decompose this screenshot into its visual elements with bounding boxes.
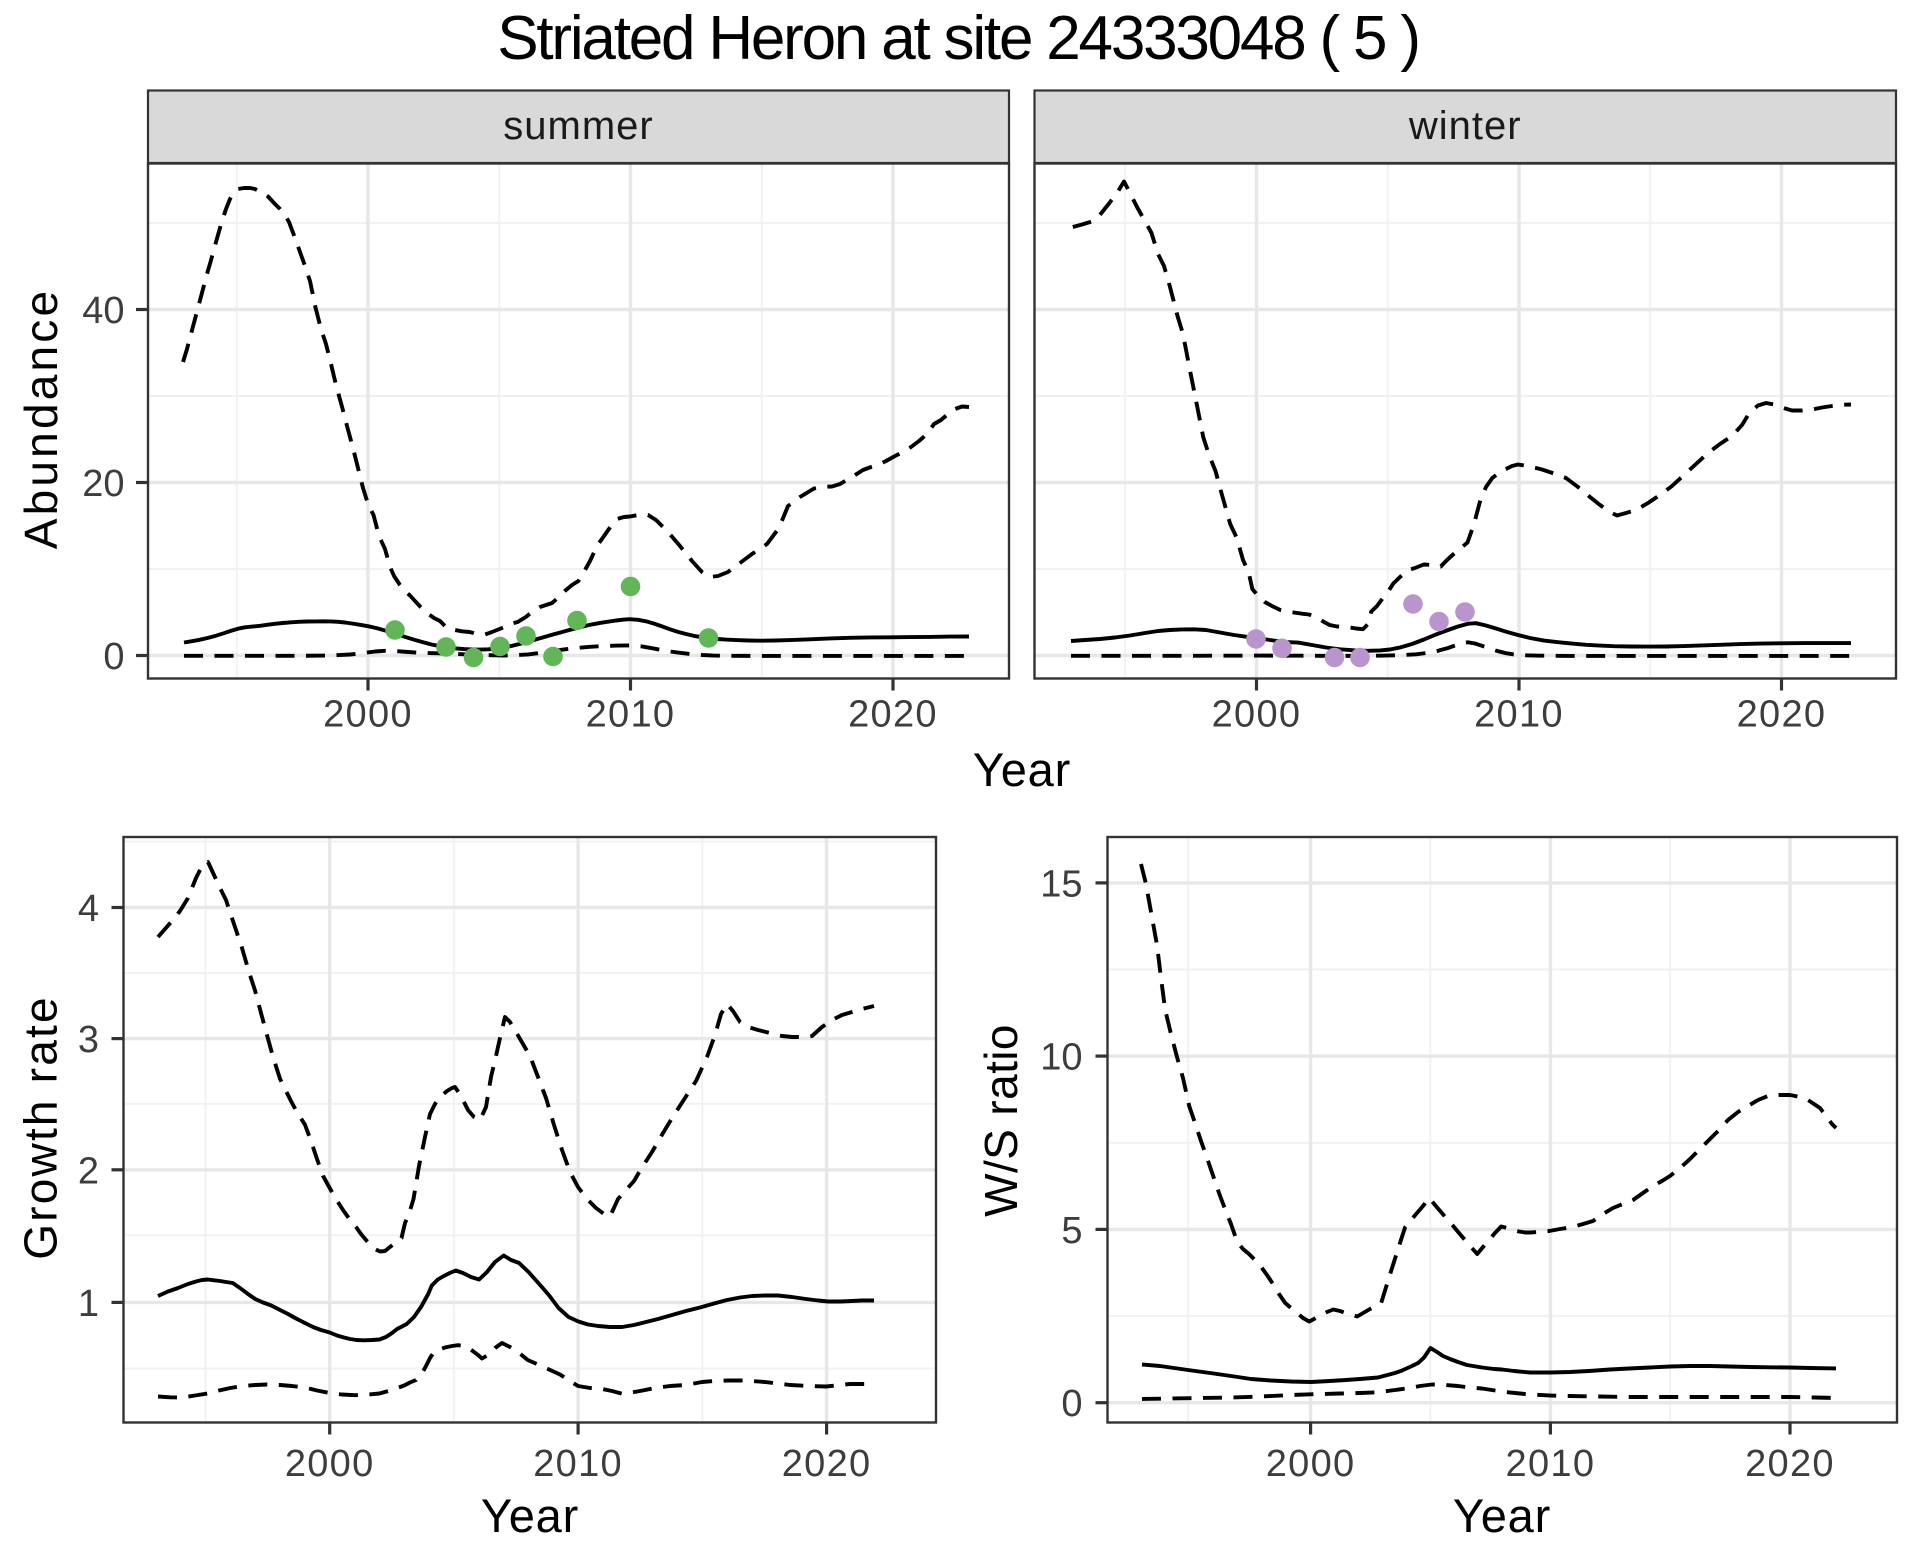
svg-text:winter: winter <box>1408 104 1522 148</box>
svg-text:3: 3 <box>78 1019 99 1061</box>
svg-text:2010: 2010 <box>533 1443 623 1485</box>
svg-text:2000: 2000 <box>285 1443 375 1485</box>
svg-text:Growth rate: Growth rate <box>15 995 67 1260</box>
svg-text:2020: 2020 <box>848 694 938 736</box>
svg-text:2010: 2010 <box>1474 694 1564 736</box>
svg-text:20: 20 <box>82 463 124 505</box>
svg-text:2020: 2020 <box>782 1443 872 1485</box>
svg-text:2010: 2010 <box>586 694 676 736</box>
svg-text:5: 5 <box>1061 1210 1082 1252</box>
svg-text:2000: 2000 <box>1212 694 1302 736</box>
svg-text:2020: 2020 <box>1745 1443 1835 1485</box>
svg-text:Year: Year <box>1453 1489 1551 1542</box>
svg-text:10: 10 <box>1040 1037 1082 1079</box>
svg-text:0: 0 <box>1061 1383 1082 1425</box>
svg-text:2000: 2000 <box>1266 1443 1356 1485</box>
svg-text:Year: Year <box>973 743 1071 796</box>
svg-text:summer: summer <box>503 104 653 148</box>
svg-text:W/S ratio: W/S ratio <box>975 1024 1027 1217</box>
svg-text:40: 40 <box>82 290 124 332</box>
svg-text:1: 1 <box>78 1283 99 1325</box>
svg-text:4: 4 <box>78 888 99 930</box>
svg-text:Abundance: Abundance <box>15 288 67 550</box>
svg-text:Year: Year <box>481 1489 579 1542</box>
svg-text:2010: 2010 <box>1506 1443 1596 1485</box>
svg-text:Striated Heron at site 2433304: Striated Heron at site 24333048 ( 5 ) <box>497 4 1419 73</box>
svg-text:2: 2 <box>78 1150 99 1192</box>
svg-text:2000: 2000 <box>323 694 413 736</box>
svg-text:15: 15 <box>1040 863 1082 905</box>
svg-text:2020: 2020 <box>1737 694 1827 736</box>
svg-text:0: 0 <box>103 636 124 678</box>
